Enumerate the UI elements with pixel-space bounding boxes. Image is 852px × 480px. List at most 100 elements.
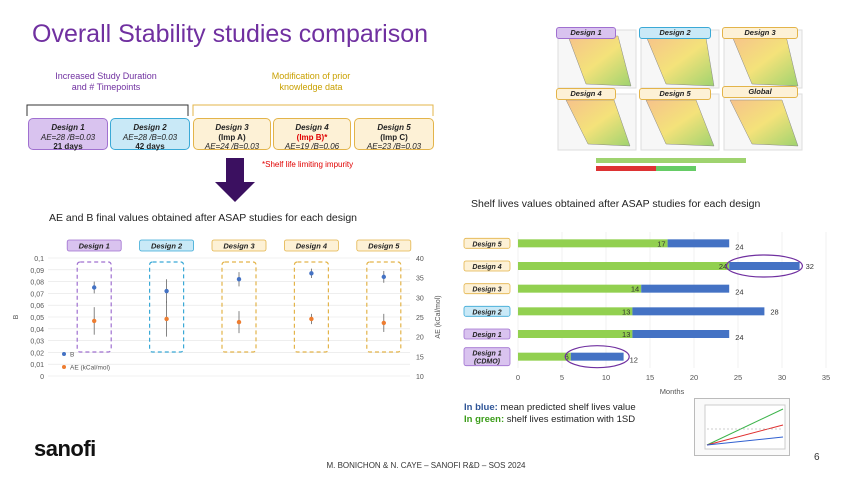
ae-left-tick-label: 0,1 [34,256,44,263]
ae-b-point [164,288,169,294]
green-note-label: In green: [464,414,505,425]
shelf-green-bar [518,352,571,361]
shelf-green-bar [518,330,633,338]
ae-category-label: Design 3 [223,242,255,251]
heatmap-cell-6 [723,93,803,151]
blue-note-text: mean predicted shelf lives value [497,402,636,413]
ae-legend-ae-label: AE (kCal/mol) [70,365,110,372]
shelf-category-label: (CDMO) [474,359,501,366]
ae-ae-point [381,320,386,326]
ae-category-tag [283,239,339,252]
blue-note: In blue: mean predicted shelf lives valu… [464,402,636,413]
design-box-1-line2: 21 days [53,142,83,151]
shelf-x-axis-label: Months [660,387,685,396]
ae-ae-point [164,316,169,322]
design-box-4: Design 4 (Imp B)* AE=19 /B=0.06 [273,118,351,151]
ae-right-tick-label: 30 [416,295,424,302]
shelf-blue-bar [632,330,730,338]
ae-b-point [236,277,242,282]
green-note: In green: shelf lives estimation with 1S… [464,414,635,425]
brace-right-label: Modification of prior knowledge data [271,71,351,92]
ae-left-tick-label: 0,07 [30,291,44,298]
ae-left-tick-label: 0,06 [30,303,44,310]
shelf-category-tag [463,237,511,249]
design-box-2: Design 2 AE=28 /B=0.03 42 days [110,118,190,151]
shelf-category-tag [463,305,511,317]
shelf-x-tick-label: 0 [516,373,520,382]
ae-legend-b-marker [62,352,66,356]
ae-right-tick-label: 20 [416,335,424,342]
brace-lines [26,104,434,116]
ae-highlight-box [221,261,257,353]
design-box-4-line1: (Imp B)* [296,132,328,142]
shelf-blue-value-label: 24 [735,242,743,251]
design-box-3-line1: (Imp A) [218,132,246,142]
heatmap-label-design-2: Design 2 [639,27,711,39]
design-box-5-name: Design 5 [377,123,411,132]
ae-left-tick-label: 0,09 [30,268,44,275]
shelf-blue-bar [667,239,730,248]
ae-right-tick-label: 15 [416,354,424,361]
ae-b-point [381,274,386,280]
ae-right-tick-label: 10 [416,374,424,381]
design-box-1: Design 1 AE=28 /B=0.03 21 days [28,118,108,151]
ae-category-tag [66,239,122,252]
ae-right-tick-label: 25 [416,315,424,322]
shelf-chart-title: Shelf lives values obtained after ASAP s… [471,198,761,210]
shelf-category-label: Design 5 [472,241,501,248]
design-box-1-name: Design 1 [51,123,85,132]
shelf-blue-value-label: 28 [770,307,778,316]
heatmap-cell-5 [640,93,720,151]
design-box-4-name: Design 4 [295,123,329,132]
ae-left-tick-label: 0,05 [30,315,44,322]
ae-right-axis-label: AE (kCal/mol) [435,295,442,338]
shelf-green-bar [518,262,730,270]
shelf-category-label: Design 4 [472,264,501,271]
shelf-category-tag [463,283,511,295]
ae-left-tick-label: 0,08 [30,280,44,287]
shelf-life-chart-svg: 0 5 10 15 20 25 30 35 Months Design 5 17 24 Design 4… [463,232,830,396]
shelf-highlight-ellipse [564,345,630,369]
shelf-green-value-label: 13 [622,330,630,339]
heatmap-label-design-1: Design 1 [556,27,616,39]
blue-note-label: In blue: [464,402,498,413]
heatmap-label-design-3: Design 3 [722,27,798,39]
shelf-blue-bar [729,262,800,270]
shelf-green-value-label: 6 [565,353,569,362]
heatmap-cell-2 [640,29,720,89]
ae-left-axis-label: B [13,314,20,319]
ae-legend-b-label: B [70,352,74,359]
shelf-blue-value-label: 12 [630,356,638,365]
design-box-3-name: Design 3 [215,123,249,132]
shelf-x-tick-label: 5 [560,373,564,382]
shelf-green-value-label: 24 [719,262,727,271]
ae-ae-point [92,318,97,324]
ae-category-label: Design 5 [368,242,400,251]
heatmap-figure: Design 1 Design 2 Design 3 Design 4 Desi… [546,18,808,176]
ae-highlight-box [76,261,112,353]
shelf-category-label: Design 1 [472,332,501,339]
ae-chart-title: AE and B final values obtained after ASA… [49,212,358,224]
shelf-green-value-label: 13 [622,307,630,316]
page-number: 6 [814,452,820,463]
thumbnail-chart-svg [704,404,786,450]
shelf-highlight-ellipse [725,254,803,278]
page-title: Overall Stability studies comparison [32,20,428,48]
design-box-2-line1: AE=28 /B=0.03 [122,132,178,142]
design-box-5-line1: (Imp C) [380,132,408,142]
ae-left-tick-label: 0 [40,374,44,381]
ae-category-tag [139,239,195,252]
shelf-green-bar [518,239,668,248]
ae-category-label: Design 4 [296,242,328,251]
shelf-category-label: Design 2 [472,309,501,316]
shelf-blue-value-label: 32 [806,262,814,271]
shelf-blue-bar [570,352,624,361]
shelf-green-bar [518,307,633,316]
heatmap-svg [557,29,803,171]
shelf-x-tick-label: 20 [690,373,698,382]
ae-left-tick-label: 0,04 [30,327,44,334]
shelf-green-bar [518,284,642,293]
shelf-life-note: *Shelf life limiting impurity [262,160,354,169]
heatmap-cell-4 [557,93,637,151]
shelf-x-tick-label: 30 [778,373,786,382]
